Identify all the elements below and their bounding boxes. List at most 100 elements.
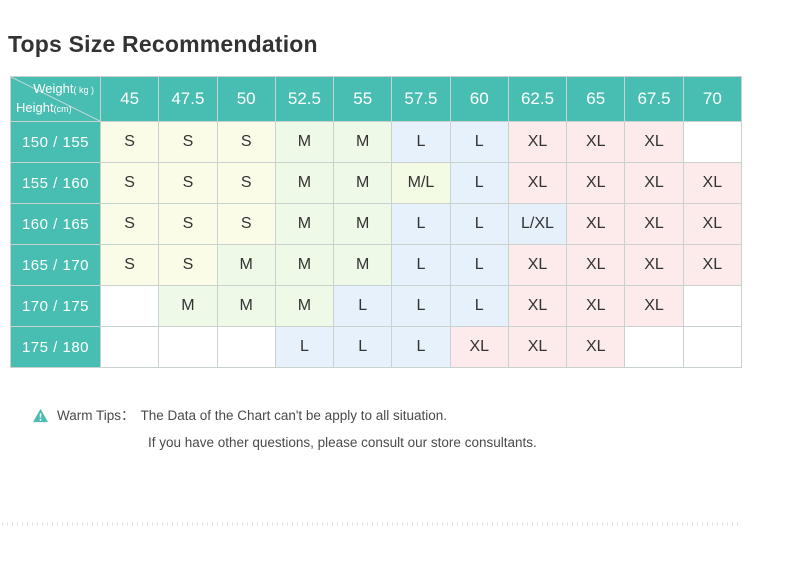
size-cell-empty — [99, 326, 160, 368]
size-cell: L — [449, 285, 509, 327]
size-cell: L — [449, 203, 509, 245]
size-cell: XL — [507, 244, 568, 286]
size-cell: M — [333, 162, 393, 204]
size-cell: M — [216, 285, 276, 327]
height-header-cell: 165 / 170 — [10, 244, 101, 286]
weight-header-cell: 45 — [99, 76, 160, 122]
size-cell-empty — [682, 326, 743, 368]
height-axis-label: Height(cm) — [16, 100, 72, 115]
height-header-cell: 150 / 155 — [10, 121, 101, 163]
weight-header-cell: 60 — [449, 76, 509, 122]
size-table: Weight( kg ) Height(cm) 45 47.5 50 52.5 55 57… — [10, 76, 743, 368]
size-cell-empty — [682, 121, 743, 163]
size-cell: XL — [624, 121, 684, 163]
size-cell: L — [449, 244, 509, 286]
size-cell: XL — [566, 244, 626, 286]
size-cell: S — [99, 121, 160, 163]
size-cell: XL — [624, 203, 684, 245]
size-cell: L — [274, 326, 335, 368]
size-cell: M — [216, 244, 276, 286]
height-header-cell: 170 / 175 — [10, 285, 101, 327]
size-cell: XL — [624, 244, 684, 286]
size-cell: M — [274, 121, 335, 163]
size-cell: XL — [624, 162, 684, 204]
table-row: 150 / 155 S S S M M L L XL XL XL — [10, 121, 743, 163]
weight-header-cell: 70 — [682, 76, 743, 122]
size-cell-empty — [624, 326, 684, 368]
corner-header-cell: Weight( kg ) Height(cm) — [10, 76, 101, 122]
size-cell: L — [391, 203, 451, 245]
page-title: Tops Size Recommendation — [8, 31, 318, 57]
warm-tips-line2: If you have other questions, please cons… — [148, 435, 537, 450]
size-cell: L — [391, 285, 451, 327]
weight-axis-label: Weight( kg ) — [33, 81, 94, 96]
size-cell-empty — [158, 326, 218, 368]
size-cell: L — [449, 162, 509, 204]
warm-tips-line1-row: Warm Tips： The Data of the Chart can't b… — [32, 406, 790, 425]
table-row: 155 / 160 S S S M M M/L L XL XL XL XL — [10, 162, 743, 204]
weight-header-cell: 65 — [566, 76, 626, 122]
size-table-header: Weight( kg ) Height(cm) 45 47.5 50 52.5 55 57… — [10, 76, 743, 122]
size-cell: L — [449, 121, 509, 163]
size-cell: XL — [566, 121, 626, 163]
warning-triangle-icon — [33, 408, 48, 423]
weight-header-cell: 57.5 — [391, 76, 451, 122]
size-cell: M — [158, 285, 218, 327]
weight-header-cell: 52.5 — [274, 76, 335, 122]
size-cell: XL — [682, 203, 743, 245]
size-cell: S — [158, 203, 218, 245]
size-cell: M — [333, 121, 393, 163]
dashed-separator — [2, 522, 739, 526]
size-cell: M — [274, 244, 335, 286]
size-cell: L — [333, 326, 393, 368]
size-cell: XL — [449, 326, 509, 368]
header-row: Weight( kg ) Height(cm) 45 47.5 50 52.5 55 57… — [10, 76, 743, 122]
warm-tips-label: Warm Tips： — [57, 408, 135, 423]
weight-header-cell: 47.5 — [158, 76, 218, 122]
size-cell: M/L — [391, 162, 451, 204]
size-cell: XL — [624, 285, 684, 327]
size-cell: S — [99, 203, 160, 245]
size-cell-empty — [682, 285, 743, 327]
size-cell: M — [274, 162, 335, 204]
size-cell: XL — [507, 285, 568, 327]
size-cell: XL — [507, 121, 568, 163]
diagonal-line — [11, 77, 100, 121]
size-cell: S — [158, 162, 218, 204]
table-row: 175 / 180 L L L XL XL XL — [10, 326, 743, 368]
table-row: 160 / 165 S S S M M L L L/XL XL XL XL — [10, 203, 743, 245]
size-cell: L — [391, 244, 451, 286]
size-cell: L — [333, 285, 393, 327]
table-row: 170 / 175 M M M L L L XL XL XL — [10, 285, 743, 327]
weight-header-cell: 67.5 — [624, 76, 684, 122]
size-table-body: 150 / 155 S S S M M L L XL XL XL 155 / 160 S S S M M M/L L… — [10, 121, 743, 368]
height-header-cell: 160 / 165 — [10, 203, 101, 245]
size-cell: S — [158, 121, 218, 163]
size-cell: L/XL — [507, 203, 568, 245]
height-header-cell: 155 / 160 — [10, 162, 101, 204]
warm-tips: Warm Tips： The Data of the Chart can't b… — [32, 406, 790, 451]
size-chart-page: Tops Size Recommendation Weight( kg ) He… — [0, 30, 790, 562]
weight-header-cell: 62.5 — [507, 76, 568, 122]
size-cell: XL — [507, 162, 568, 204]
size-cell: XL — [566, 326, 626, 368]
size-cell: L — [391, 121, 451, 163]
size-cell: M — [274, 285, 335, 327]
height-header-cell: 175 / 180 — [10, 326, 101, 368]
size-cell: M — [274, 203, 335, 245]
size-cell: XL — [682, 162, 743, 204]
size-cell: S — [216, 203, 276, 245]
size-cell: S — [158, 244, 218, 286]
size-cell: S — [216, 121, 276, 163]
size-cell: XL — [566, 162, 626, 204]
weight-header-cell: 50 — [216, 76, 276, 122]
size-cell: S — [99, 162, 160, 204]
size-cell: M — [333, 244, 393, 286]
size-cell: XL — [566, 285, 626, 327]
size-cell: S — [216, 162, 276, 204]
size-cell: S — [99, 244, 160, 286]
table-row: 165 / 170 S S M M M L L XL XL XL XL — [10, 244, 743, 286]
size-cell: M — [333, 203, 393, 245]
size-cell: XL — [566, 203, 626, 245]
weight-header-cell: 55 — [333, 76, 393, 122]
